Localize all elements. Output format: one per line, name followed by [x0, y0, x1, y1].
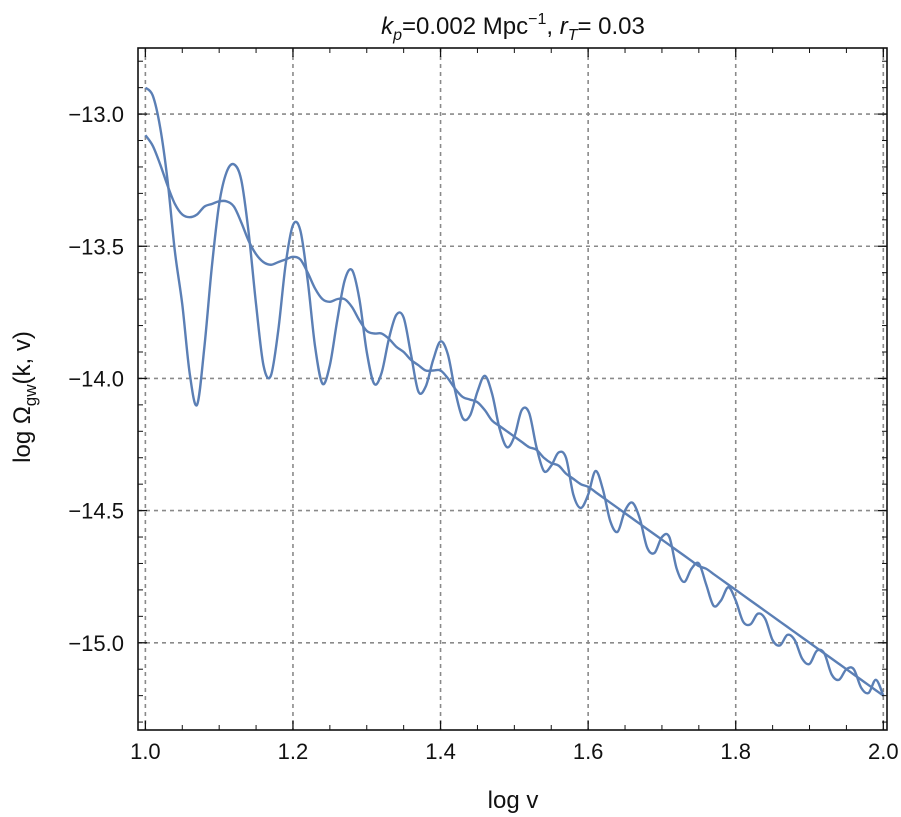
x-tick-label: 1.4 [425, 739, 456, 764]
title-r-symbol: r [560, 13, 569, 40]
series-group [144, 86, 885, 697]
x-tick-label: 1.8 [720, 739, 751, 764]
title-r-subscript: T [568, 27, 579, 44]
x-axis-label: log v [488, 787, 539, 814]
x-tick-label: 1.6 [573, 739, 604, 764]
chart-title: kp=0.002 Mpc−1, rT= 0.03 [381, 11, 645, 44]
y-axis-label-suffix: (k, v) [9, 331, 36, 384]
ticks [138, 48, 887, 730]
title-k-value: =0.002 Mpc [402, 13, 528, 40]
x-tick-label: 2.0 [868, 739, 899, 764]
tick-labels: 1.0 1.2 1.4 1.6 1.8 2.0 −13.0 −13.5 −14.0 −14.5 −1… [68, 102, 898, 764]
title-separator: , [546, 13, 559, 40]
y-axis-label-prefix: log Ω [9, 406, 36, 463]
series-line-1 [144, 86, 885, 697]
title-k-subscript: p [392, 27, 402, 44]
y-axis-label-subscript: gw [21, 384, 40, 406]
plot-frame [137, 47, 888, 731]
series-line-2 [144, 134, 885, 697]
y-tick-label: −14.5 [68, 499, 124, 524]
y-axis-label: log Ωgw(k, v) [9, 331, 40, 463]
x-tick-label: 1.0 [130, 739, 161, 764]
title-k-unit-superscript: −1 [528, 11, 546, 28]
title-r-value: = 0.03 [577, 13, 644, 40]
y-tick-label: −13.0 [68, 102, 124, 127]
grid [138, 48, 887, 730]
x-tick-label: 1.2 [278, 739, 309, 764]
y-tick-label: −13.5 [68, 234, 124, 259]
title-k-symbol: k [381, 13, 395, 40]
y-tick-label: −14.0 [68, 366, 124, 391]
y-tick-label: −15.0 [68, 631, 124, 656]
